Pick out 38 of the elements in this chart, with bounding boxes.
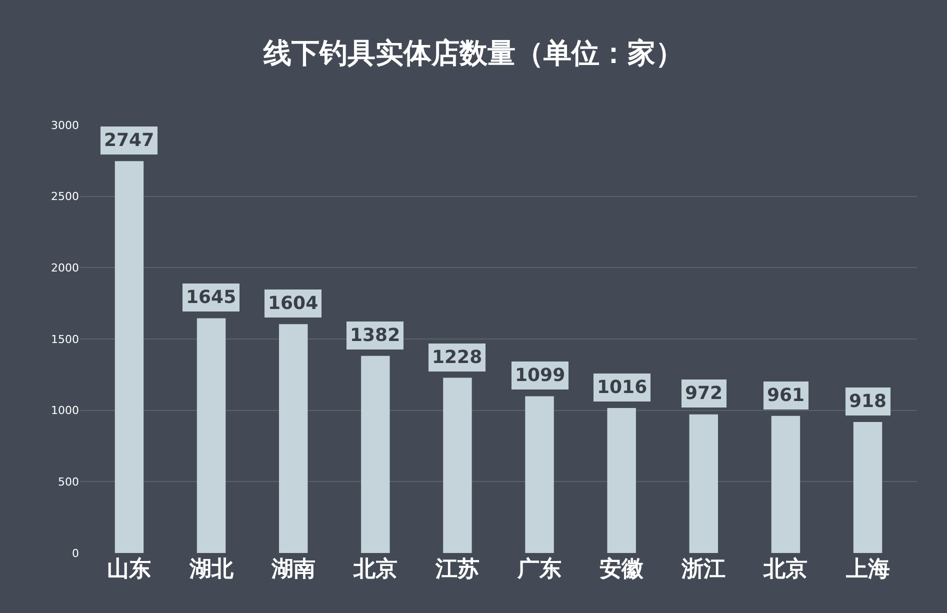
bar	[361, 356, 390, 553]
bar	[443, 378, 472, 553]
data-label: 972	[685, 383, 723, 404]
x-tick-label: 北京	[352, 556, 398, 582]
x-tick-label: 上海	[844, 557, 890, 582]
data-label: 1382	[350, 325, 400, 346]
bar	[853, 422, 882, 553]
x-tick-label: 山东	[107, 556, 152, 582]
y-tick-label: 1500	[51, 332, 79, 346]
y-tick-label: 500	[58, 476, 79, 489]
x-tick-label: 浙江	[680, 557, 726, 582]
y-tick-label: 2500	[51, 190, 79, 204]
x-tick-label: 湖南	[270, 557, 316, 582]
y-tick-label: 2000	[51, 262, 79, 275]
x-tick-label: 安徽	[600, 556, 645, 582]
x-tick-label: 北京	[762, 556, 808, 582]
x-tick-label: 江苏	[434, 557, 480, 582]
bar	[771, 416, 800, 553]
data-label: 918	[849, 391, 887, 412]
chart-title: 线下钓具实体店数量（单位：家）	[262, 36, 684, 70]
data-label: 1645	[186, 287, 236, 308]
data-label: 1099	[515, 365, 566, 386]
y-tick-label: 3000	[51, 118, 79, 132]
x-tick-label: 湖北	[188, 557, 234, 582]
bar	[196, 318, 226, 553]
data-label: 2747	[104, 130, 154, 151]
bar	[114, 161, 144, 553]
bar	[607, 408, 636, 553]
y-tick-label: 0	[72, 546, 79, 560]
data-label: 1016	[597, 377, 648, 398]
data-label: 1604	[268, 293, 318, 314]
x-tick-label: 广东	[516, 556, 562, 582]
y-tick-label: 1000	[51, 404, 79, 418]
bar	[525, 396, 554, 553]
data-label: 1228	[432, 347, 482, 368]
bar	[689, 414, 718, 553]
bar	[278, 324, 308, 553]
data-label: 961	[767, 385, 805, 406]
